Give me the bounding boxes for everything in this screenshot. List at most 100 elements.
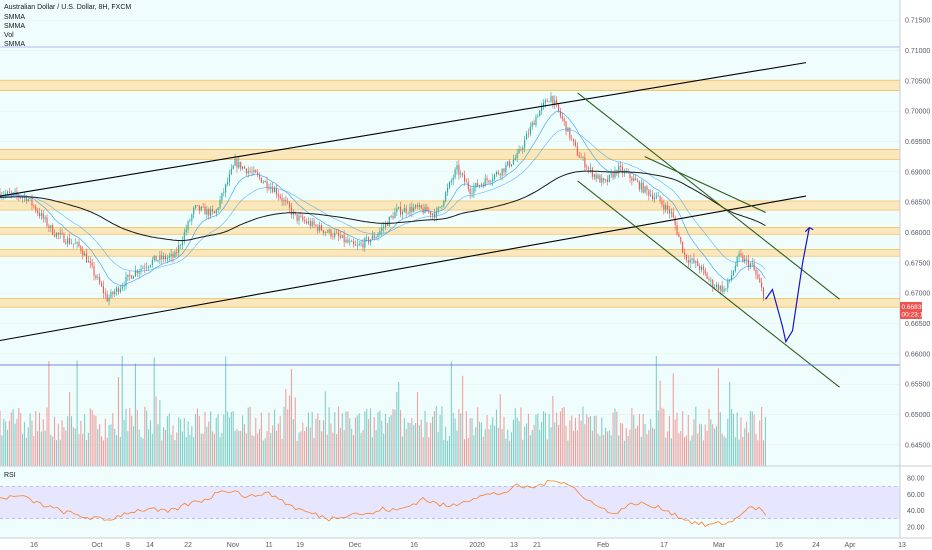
candle-body bbox=[195, 205, 197, 209]
volume-bar bbox=[251, 435, 253, 466]
candle-body bbox=[315, 224, 317, 226]
volume-bar bbox=[140, 436, 142, 466]
candle-body bbox=[219, 200, 221, 209]
candle-body bbox=[629, 172, 631, 179]
trendline[interactable] bbox=[577, 180, 840, 388]
candle-body bbox=[102, 285, 104, 294]
volume-bar bbox=[392, 409, 394, 466]
volume-bar bbox=[394, 409, 396, 466]
volume-bar bbox=[123, 419, 125, 466]
volume-bar bbox=[531, 430, 533, 466]
candle-body bbox=[76, 242, 78, 244]
candle-body bbox=[556, 100, 558, 105]
time-tick-label: 13 bbox=[898, 542, 906, 549]
volume-bar bbox=[589, 416, 592, 466]
candle-body bbox=[33, 205, 35, 207]
volume-bar bbox=[360, 433, 362, 466]
candle-body bbox=[37, 210, 39, 213]
candle-body bbox=[210, 209, 212, 216]
volume-bar bbox=[700, 424, 703, 466]
volume-bar bbox=[644, 424, 646, 466]
trendline[interactable] bbox=[0, 62, 807, 197]
candle-body bbox=[377, 234, 379, 238]
candle-body bbox=[360, 243, 362, 245]
price-axis[interactable]: 0.71500 0.71000 0.70500 0.70000 0.69500 0.690… bbox=[905, 18, 930, 450]
candle-body bbox=[262, 182, 264, 183]
candle-body bbox=[217, 208, 219, 210]
candle-body bbox=[221, 192, 223, 201]
candle-body bbox=[448, 182, 451, 188]
volume-bar bbox=[678, 433, 680, 466]
candle-body bbox=[409, 206, 411, 213]
time-tick-label: 16 bbox=[775, 542, 783, 549]
time-axis[interactable]: 16 Oct 8 14 22 Nov 11 19 Dec 16 2020 13 21 Feb 17 Mar 16… bbox=[30, 542, 906, 549]
chart-legend: Australian Dollar / U.S. Dollar, 8H, FXC… bbox=[4, 4, 131, 48]
rsi-axis: 80.00 60.00 40.00 20.00 bbox=[907, 476, 925, 532]
volume-bar bbox=[144, 406, 146, 466]
volume-bar bbox=[101, 436, 103, 466]
legend-smma-2: SMMA bbox=[4, 23, 25, 30]
candle-body bbox=[605, 179, 607, 181]
candle-body bbox=[50, 225, 52, 228]
volume-bar bbox=[14, 423, 16, 466]
volume-bar bbox=[672, 373, 674, 466]
volume-bar bbox=[556, 412, 558, 466]
candle-body bbox=[343, 235, 345, 243]
volume-bar bbox=[104, 418, 106, 466]
candle-body bbox=[136, 270, 138, 274]
candle-body bbox=[552, 95, 554, 105]
trendlines[interactable] bbox=[0, 62, 840, 388]
smma-slow-line bbox=[0, 170, 766, 242]
candle-body bbox=[505, 165, 507, 173]
volume-bar bbox=[588, 417, 590, 466]
rsi-tick-label: 40.00 bbox=[907, 508, 925, 515]
candle-body bbox=[274, 188, 276, 193]
volume-histogram bbox=[0, 356, 766, 466]
candle-body bbox=[699, 266, 701, 270]
volume-bar bbox=[704, 424, 706, 466]
candle-body bbox=[168, 256, 170, 258]
candle-body bbox=[121, 286, 123, 289]
candle-body bbox=[574, 141, 577, 146]
zone-band bbox=[0, 149, 900, 160]
candle-body bbox=[749, 263, 751, 267]
volume-bar bbox=[59, 439, 61, 466]
candle-body bbox=[497, 171, 499, 175]
candle-body bbox=[238, 161, 240, 168]
candle-body bbox=[243, 166, 246, 169]
volume-bar bbox=[108, 424, 110, 466]
volume-bar bbox=[401, 436, 403, 466]
volume-bar bbox=[67, 416, 69, 466]
candle-body bbox=[191, 214, 193, 221]
volume-bar bbox=[697, 433, 699, 466]
candle-body bbox=[413, 207, 415, 212]
candle-body bbox=[371, 235, 373, 240]
candle-body bbox=[324, 231, 326, 233]
candle-body bbox=[35, 206, 37, 211]
candle-body bbox=[557, 104, 560, 111]
trendline[interactable] bbox=[644, 156, 766, 213]
volume-bar bbox=[93, 414, 95, 466]
candle-body bbox=[469, 188, 471, 194]
candle-body bbox=[176, 252, 178, 253]
volume-bar bbox=[55, 440, 57, 466]
time-tick-label: 14 bbox=[146, 542, 154, 549]
candle-body bbox=[431, 213, 434, 215]
volume-bar bbox=[72, 427, 74, 466]
volume-bar bbox=[708, 408, 710, 466]
price-tag-bg bbox=[900, 302, 922, 319]
volume-bar bbox=[285, 389, 287, 466]
trendline[interactable] bbox=[577, 92, 840, 300]
volume-bar bbox=[492, 417, 494, 466]
candle-body bbox=[336, 232, 338, 234]
volume-bar bbox=[78, 434, 80, 466]
volume-bar bbox=[559, 411, 561, 466]
volume-bar bbox=[153, 357, 155, 466]
projection-arrow[interactable] bbox=[765, 227, 810, 344]
volume-bar bbox=[584, 424, 586, 466]
volume-bar bbox=[40, 431, 42, 466]
volume-bar bbox=[539, 429, 541, 466]
candle-body bbox=[396, 208, 398, 212]
trendline[interactable] bbox=[0, 195, 807, 342]
